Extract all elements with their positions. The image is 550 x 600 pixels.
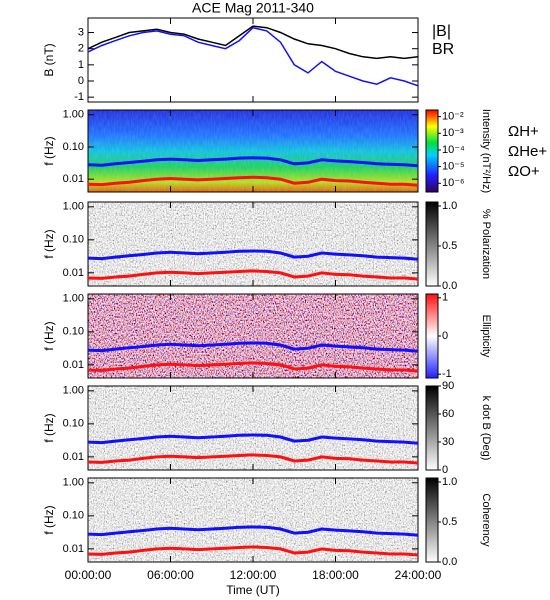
series-line — [88, 175, 418, 187]
x-axis-label: Time (UT) — [226, 583, 280, 597]
y-tick-label: 0.01 — [63, 451, 84, 463]
y-axis-label: f (Hz) — [42, 321, 56, 350]
y-tick-label: 0.10 — [63, 234, 84, 246]
colorbar-tick-label: 0.5 — [442, 240, 457, 252]
y-tick-label: 0 — [78, 75, 84, 87]
y-tick-label: 1.00 — [63, 477, 84, 489]
y-axis-label: B (nT) — [42, 43, 56, 76]
y-tick-label: 0.01 — [63, 543, 84, 555]
legend-entry: ΩHe+ — [508, 143, 547, 160]
y-tick-label: -1 — [74, 91, 84, 103]
x-tick-label: 00:00:00 — [65, 568, 112, 582]
series-line — [88, 269, 418, 281]
colorbar-tick-label: 10⁻⁴ — [442, 144, 465, 156]
spectrogram-bg — [88, 294, 418, 378]
colorbar-tick-label: 0.5 — [442, 516, 457, 528]
colorbar — [425, 109, 439, 193]
y-tick-label: 0.01 — [63, 267, 84, 279]
y-tick-label: 0.10 — [63, 510, 84, 522]
colorbar-label: % Polarization — [480, 209, 492, 279]
legend-entry: BR — [432, 41, 454, 58]
y-tick-label: 3 — [78, 26, 84, 38]
y-tick-label: 0.10 — [63, 141, 84, 153]
colorbar-tick-label: 0.0 — [442, 556, 457, 568]
plot-frame — [87, 17, 419, 103]
y-tick-label: 1.00 — [63, 109, 84, 121]
chart-title: ACE Mag 2011-340 — [192, 0, 314, 16]
series-line — [88, 25, 418, 60]
y-tick-label: 1.00 — [63, 293, 84, 305]
colorbar-tick-label: -1 — [442, 368, 452, 380]
series-line — [88, 433, 418, 445]
x-tick-label: 18:00:00 — [312, 568, 359, 582]
series-line — [88, 341, 418, 353]
series-line — [88, 26, 418, 87]
y-axis-label: f (Hz) — [42, 229, 56, 258]
spectrogram-bg — [88, 386, 418, 470]
colorbar-label: k dot B (Deg) — [480, 396, 492, 461]
colorbar-tick-label: 10⁻³ — [442, 127, 464, 139]
colorbar-tick-label: 1.0 — [442, 476, 457, 488]
y-tick-label: 1 — [78, 59, 84, 71]
colorbar-tick-label: 0.0 — [442, 280, 457, 292]
y-tick-label: 0.10 — [63, 326, 84, 338]
series-line — [88, 453, 418, 465]
colorbar — [425, 293, 439, 379]
colorbar-tick-label: 60 — [442, 408, 454, 420]
colorbar-tick-label: 10⁻⁵ — [442, 161, 465, 173]
colorbar-tick-label: 1 — [442, 292, 448, 304]
y-tick-label: 0.10 — [63, 418, 84, 430]
series-line — [88, 525, 418, 537]
series-line — [88, 156, 418, 168]
colorbar-label: Intensity (nT²/Hz) — [480, 109, 492, 193]
y-tick-label: 2 — [78, 43, 84, 55]
y-axis-label: f (Hz) — [42, 136, 56, 165]
colorbar-tick-label: 1.0 — [442, 200, 457, 212]
colorbar — [425, 477, 439, 563]
legend-entry: ΩH+ — [508, 123, 539, 140]
y-tick-label: 0.01 — [63, 173, 84, 185]
x-tick-label: 12:00:00 — [230, 568, 277, 582]
colorbar-tick-label: 0 — [442, 464, 448, 476]
y-tick-label: 1.00 — [63, 385, 84, 397]
x-tick-label: 06:00:00 — [147, 568, 194, 582]
spectrogram-bg — [88, 202, 418, 286]
spectrogram-texture — [88, 110, 418, 192]
series-line — [88, 249, 418, 261]
colorbar-tick-label: 10⁻² — [442, 111, 464, 123]
colorbar-tick-label: 0 — [442, 330, 448, 342]
colorbar-tick-label: 30 — [442, 436, 454, 448]
y-tick-label: 1.00 — [63, 201, 84, 213]
colorbar — [425, 385, 439, 471]
series-line — [88, 545, 418, 557]
colorbar-tick-label: 90 — [442, 380, 454, 392]
spectrogram-bg — [88, 478, 418, 562]
legend-entry: |B| — [432, 23, 451, 40]
series-line — [88, 361, 418, 373]
legend-entry: ΩO+ — [508, 163, 540, 180]
colorbar-tick-label: 10⁻⁶ — [442, 177, 465, 189]
y-axis-label: f (Hz) — [42, 505, 56, 534]
colorbar-label: Ellipticity — [480, 315, 492, 358]
y-tick-label: 0.01 — [63, 359, 84, 371]
y-axis-label: f (Hz) — [42, 413, 56, 442]
colorbar-label: Coherency — [480, 493, 492, 547]
colorbar — [425, 201, 439, 287]
x-tick-label: 24:00:00 — [395, 568, 442, 582]
